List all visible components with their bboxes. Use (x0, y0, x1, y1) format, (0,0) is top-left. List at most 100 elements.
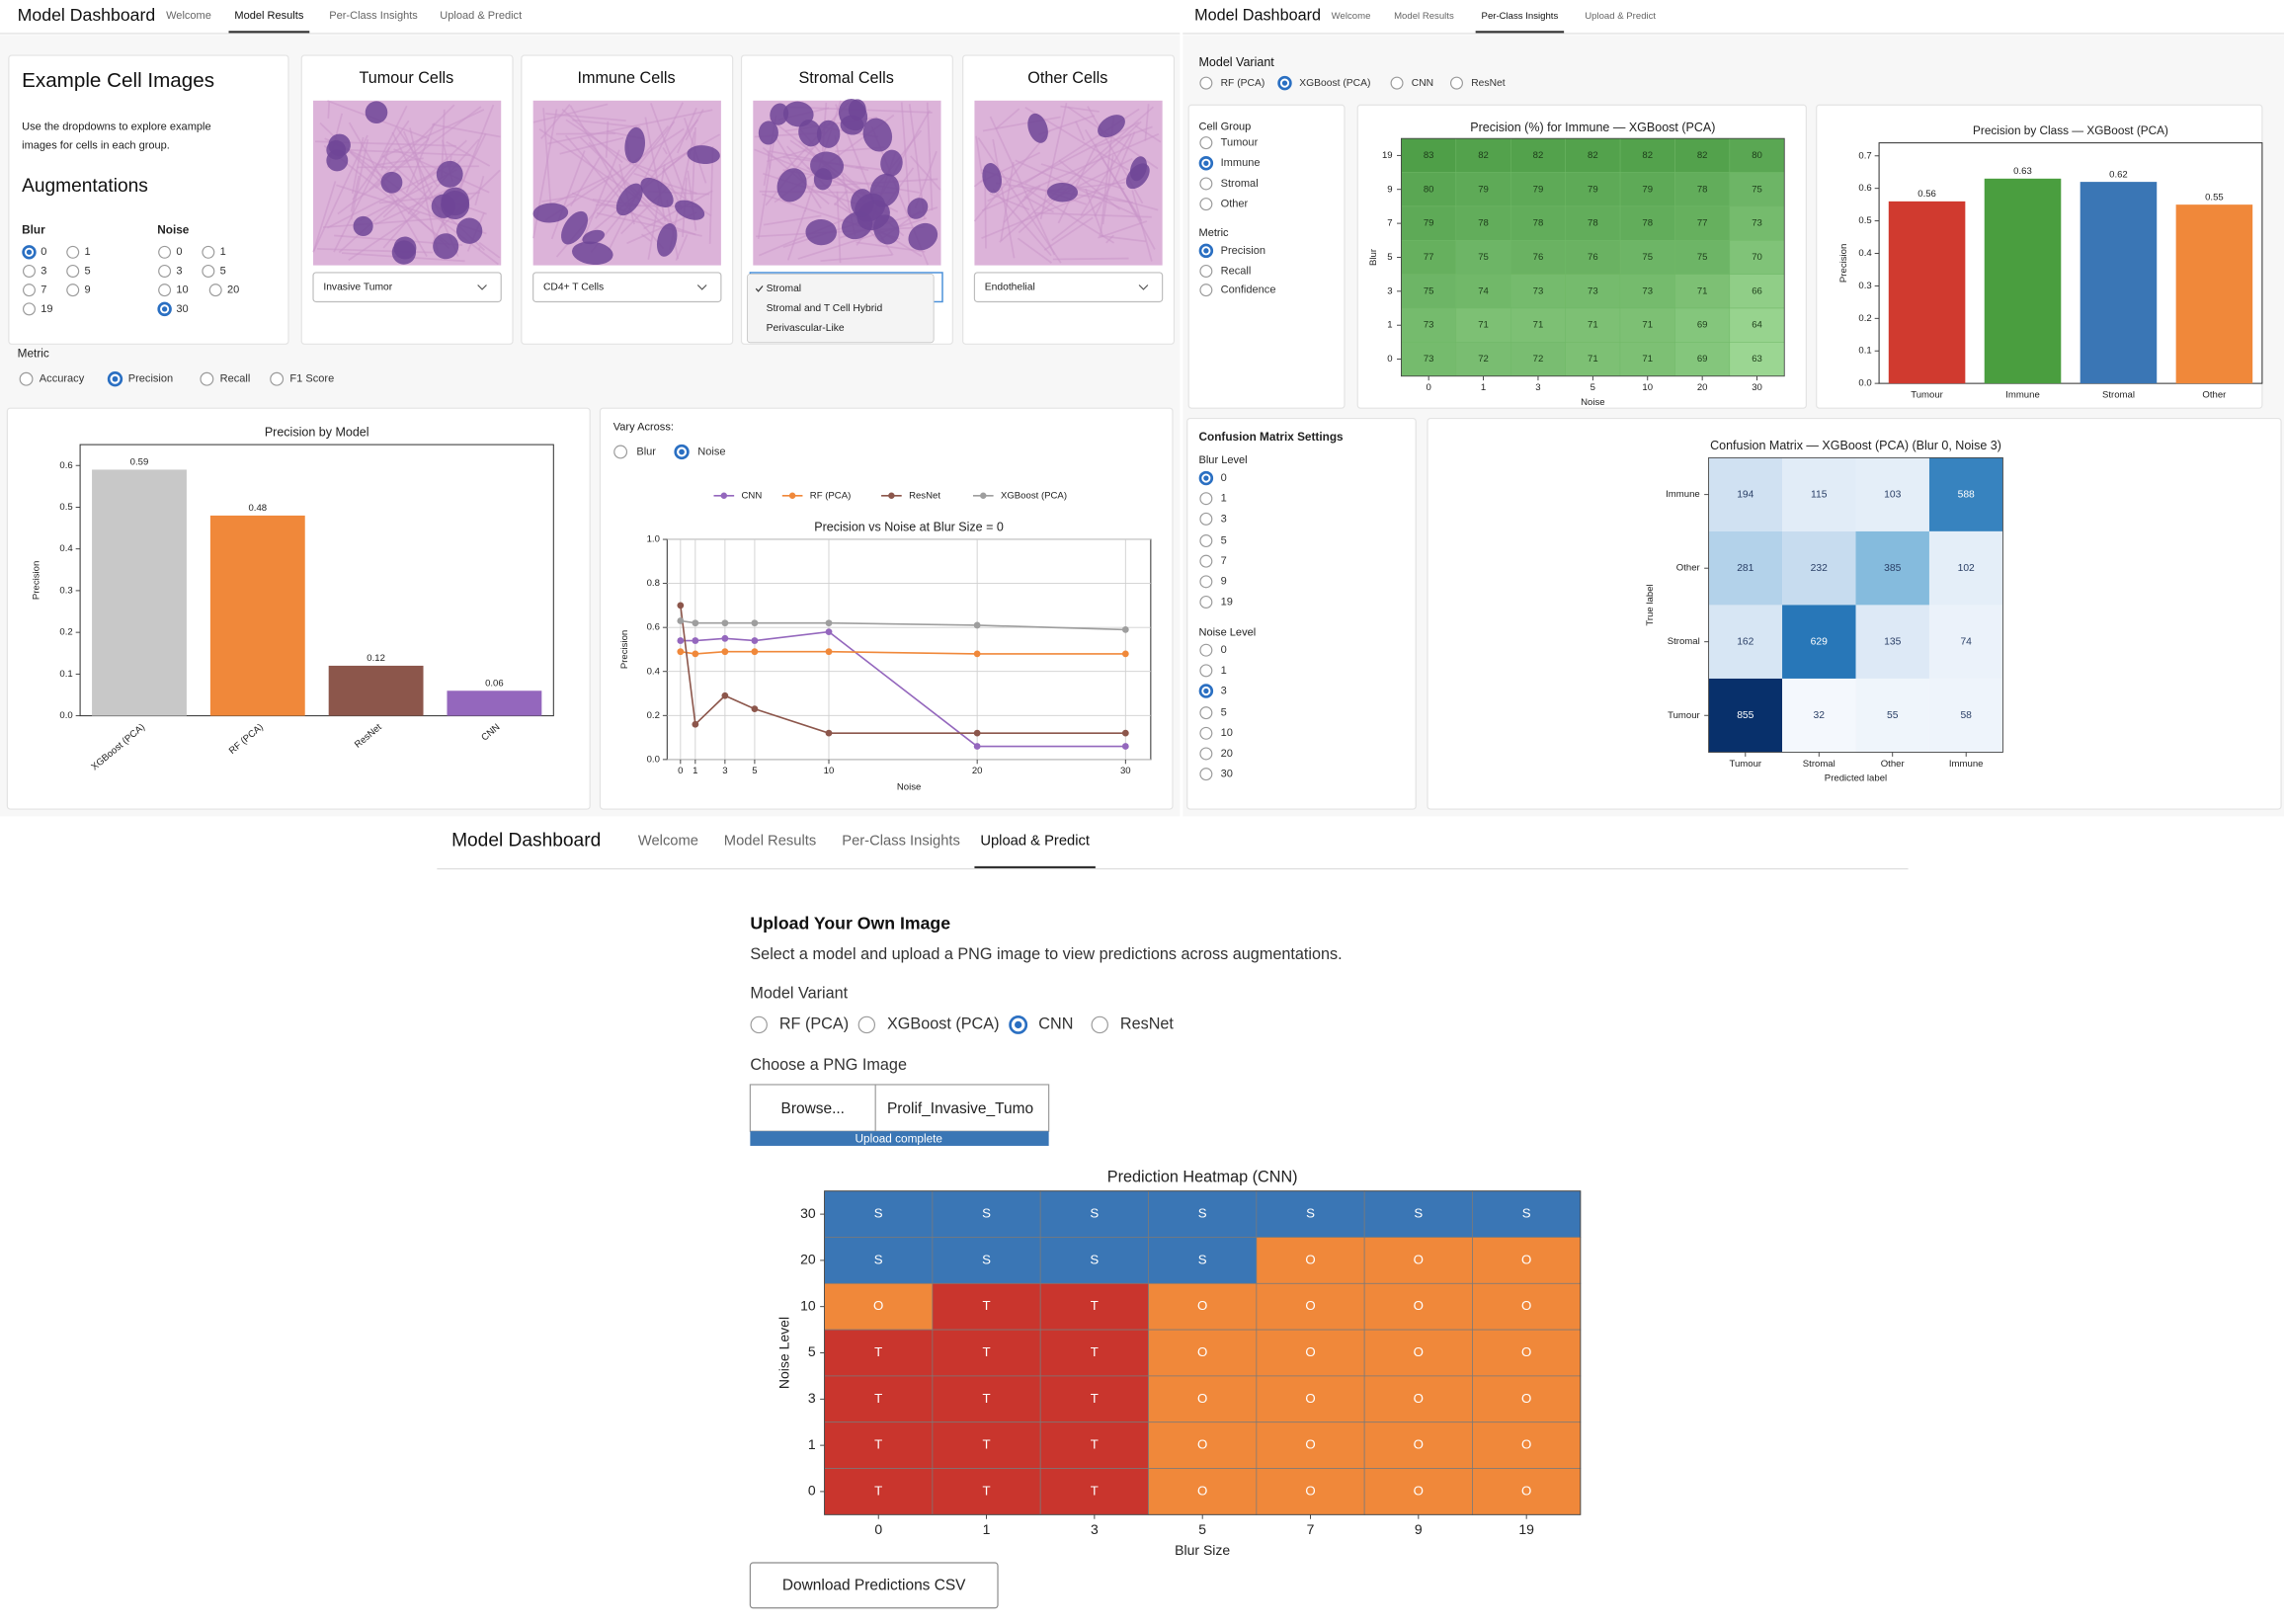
browse-button[interactable]: Browse... (781, 1100, 845, 1117)
radio-button[interactable] (66, 264, 80, 278)
radio-label[interactable]: Other (1221, 199, 1249, 210)
download-button[interactable] (749, 1562, 999, 1609)
dropdown-option[interactable]: Perivascular-Like (767, 323, 845, 334)
radio-label[interactable]: 30 (176, 303, 188, 315)
radio-label[interactable]: ResNet (1120, 1015, 1175, 1033)
radio-label[interactable]: RF (PCA) (1221, 78, 1265, 89)
radio-button[interactable] (19, 371, 34, 386)
radio-label[interactable]: 9 (85, 284, 91, 296)
radio-button[interactable] (158, 264, 172, 278)
radio-button[interactable] (1199, 554, 1213, 568)
radio-label[interactable]: 5 (1221, 707, 1227, 719)
radio-label[interactable]: Accuracy (40, 373, 85, 385)
radio-button[interactable] (1199, 264, 1213, 278)
radio-label[interactable]: 10 (176, 284, 188, 296)
nav-tab[interactable]: Upload & Predict (1585, 11, 1656, 22)
radio-label[interactable]: Immune (1221, 157, 1261, 169)
radio-label[interactable]: 19 (41, 303, 52, 315)
nav-tab[interactable]: Upload & Predict (980, 833, 1090, 849)
radio-button[interactable] (1199, 643, 1213, 657)
nav-tab[interactable]: Model Results (1394, 11, 1454, 22)
radio-label[interactable]: XGBoost (PCA) (1299, 78, 1370, 89)
select-box[interactable] (312, 272, 502, 303)
download-button-label[interactable]: Download Predictions CSV (782, 1578, 966, 1594)
radio-button[interactable] (1199, 747, 1213, 761)
radio-button[interactable] (158, 284, 172, 297)
radio-label[interactable]: RF (PCA) (779, 1015, 849, 1033)
nav-tab[interactable]: Per-Class Insights (842, 833, 960, 849)
radio-label[interactable]: 1 (1221, 665, 1227, 677)
radio-label[interactable]: 5 (85, 265, 91, 277)
radio-label[interactable]: Recall (1221, 265, 1252, 277)
radio-label[interactable]: 7 (41, 284, 46, 296)
radio-label[interactable]: Noise (697, 446, 725, 457)
nav-tab[interactable]: Welcome (638, 833, 698, 849)
radio-label[interactable]: 0 (1221, 472, 1227, 484)
radio-button[interactable] (208, 284, 222, 297)
nav-tab[interactable]: Welcome (166, 10, 211, 22)
nav-tab[interactable]: Model Results (724, 833, 816, 849)
radio-button[interactable] (1199, 706, 1213, 720)
radio-label[interactable]: ResNet (1471, 78, 1506, 89)
radio-button[interactable] (1199, 768, 1213, 781)
radio-label[interactable]: 3 (1221, 685, 1227, 696)
select-box[interactable] (973, 272, 1164, 303)
radio-button[interactable] (66, 245, 80, 259)
radio-label[interactable]: 1 (1221, 493, 1227, 505)
radio-label[interactable]: F1 Score (289, 373, 334, 385)
radio-label[interactable]: 0 (41, 246, 46, 258)
radio-button[interactable] (1199, 136, 1213, 150)
radio-label[interactable]: Precision (128, 373, 173, 385)
dropdown-option[interactable]: Stromal (767, 284, 802, 294)
radio-button[interactable] (23, 302, 36, 316)
radio-button[interactable] (1199, 284, 1213, 297)
radio-button[interactable] (158, 245, 172, 259)
nav-tab[interactable]: Per-Class Insights (329, 10, 418, 22)
radio-label[interactable]: 20 (227, 284, 239, 296)
nav-tab[interactable]: Per-Class Insights (1482, 11, 1559, 22)
radio-button[interactable] (23, 284, 36, 297)
radio-label[interactable]: 10 (1221, 727, 1233, 739)
radio-button[interactable] (1199, 198, 1213, 211)
nav-tab[interactable]: Welcome (1332, 11, 1371, 22)
radio-button[interactable] (857, 1015, 876, 1034)
radio-button[interactable] (1199, 76, 1213, 90)
select-box[interactable] (532, 272, 722, 303)
dropdown-option[interactable]: Stromal and T Cell Hybrid (767, 303, 883, 314)
radio-label[interactable]: CNN (1412, 78, 1433, 89)
radio-button[interactable] (1390, 76, 1404, 90)
radio-button[interactable] (1450, 76, 1463, 90)
radio-label[interactable]: 19 (1221, 596, 1233, 608)
radio-label[interactable]: 0 (1221, 644, 1227, 656)
nav-tab[interactable]: Upload & Predict (440, 10, 522, 22)
radio-label[interactable]: 1 (85, 246, 91, 258)
radio-label[interactable]: CNN (1038, 1015, 1073, 1033)
radio-button[interactable] (1199, 492, 1213, 506)
nav-tab[interactable]: Model Results (234, 10, 303, 22)
radio-button[interactable] (750, 1015, 768, 1034)
radio-label[interactable]: 0 (176, 246, 182, 258)
radio-button[interactable] (200, 371, 214, 386)
radio-label[interactable]: 3 (41, 265, 46, 277)
radio-button[interactable] (1199, 534, 1213, 548)
file-input[interactable] (749, 1084, 1050, 1132)
radio-button[interactable] (270, 371, 285, 386)
radio-label[interactable]: 1 (220, 246, 226, 258)
radio-label[interactable]: Confidence (1221, 284, 1276, 296)
radio-label[interactable]: 30 (1221, 769, 1233, 780)
radio-button[interactable] (613, 445, 628, 459)
radio-button[interactable] (1199, 595, 1213, 609)
radio-label[interactable]: Tumour (1221, 137, 1259, 149)
radio-label[interactable]: 3 (1221, 513, 1227, 525)
radio-button[interactable] (1199, 177, 1213, 191)
radio-label[interactable]: Stromal (1221, 178, 1259, 190)
radio-label[interactable]: Recall (220, 373, 251, 385)
radio-button[interactable] (202, 245, 215, 259)
radio-button[interactable] (1199, 664, 1213, 678)
radio-button[interactable] (1199, 726, 1213, 740)
radio-button[interactable] (1199, 575, 1213, 589)
radio-label[interactable]: XGBoost (PCA) (887, 1015, 1000, 1033)
radio-label[interactable]: 5 (220, 265, 226, 277)
radio-label[interactable]: 9 (1221, 576, 1227, 588)
radio-button[interactable] (1091, 1015, 1108, 1034)
